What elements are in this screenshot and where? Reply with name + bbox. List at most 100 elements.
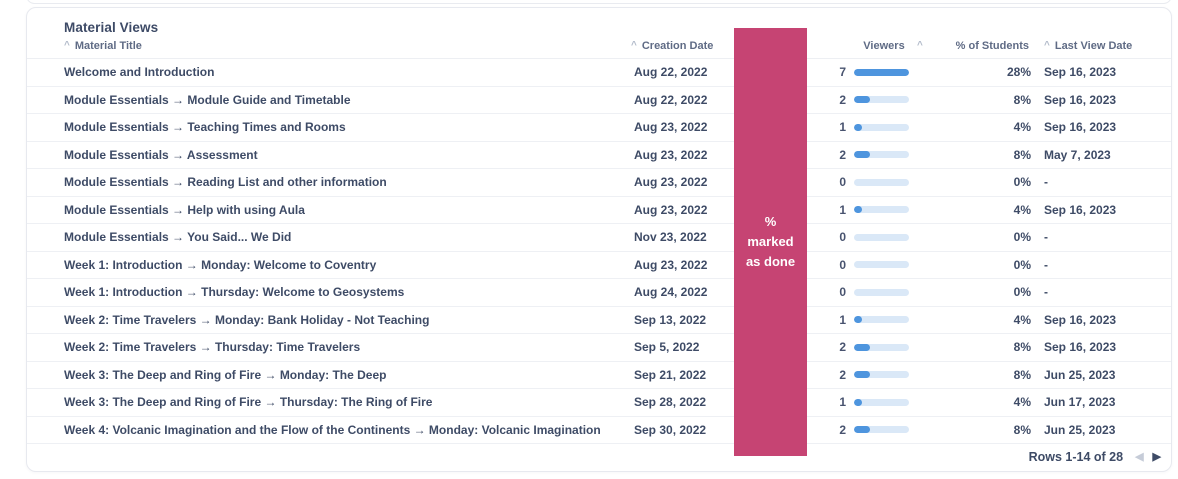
creation-date-cell: Sep 13, 2022 <box>634 312 707 327</box>
creation-date-cell: Aug 23, 2022 <box>634 147 708 162</box>
material-title-cell[interactable]: Week 4: Volcanic Imagination and the Flo… <box>64 422 601 437</box>
column-header-pct-students[interactable]: % of Students <box>955 40 1029 52</box>
creation-date-cell: Aug 23, 2022 <box>634 257 708 272</box>
viewers-bar <box>846 343 909 351</box>
viewers-bar-track <box>854 316 909 324</box>
creation-date-cell: Sep 5, 2022 <box>634 340 700 355</box>
viewers-bar <box>846 68 909 76</box>
table-row[interactable]: Week 3: The Deep and Ring of Fire → Mond… <box>27 361 1171 389</box>
creation-date-cell: Sep 21, 2022 <box>634 367 707 382</box>
viewers-bar-fill <box>854 371 870 379</box>
creation-date-cell: Aug 23, 2022 <box>634 120 708 135</box>
viewers-bar-track <box>854 343 909 351</box>
viewers-bar <box>846 426 909 434</box>
last-view-date-cell: - <box>1044 230 1048 245</box>
last-view-date-cell: Sep 16, 2023 <box>1044 65 1117 80</box>
overlay-label-line: as done <box>745 254 796 270</box>
table-footer: Rows 1-14 of 28 ◀ ▶ <box>27 442 1171 471</box>
viewers-bar-track <box>854 398 909 406</box>
viewers-bar-fill <box>854 316 862 324</box>
creation-date-cell: Sep 28, 2022 <box>634 395 707 410</box>
table-row[interactable]: Week 4: Volcanic Imagination and the Flo… <box>27 416 1171 444</box>
sort-caret-icon: ^ <box>1044 40 1050 51</box>
table-row[interactable]: Module Essentials → Assessment Aug 23, 2… <box>27 141 1171 169</box>
viewers-count: 2 <box>839 367 846 382</box>
table-row[interactable]: Welcome and Introduction Aug 22, 2022 7 … <box>27 59 1171 87</box>
table-row[interactable]: Week 1: Introduction → Monday: Welcome t… <box>27 251 1171 279</box>
material-title-cell[interactable]: Module Essentials → Assessment <box>64 147 258 162</box>
last-view-date-cell: Jun 25, 2023 <box>1044 367 1116 382</box>
table-row[interactable]: Module Essentials → Module Guide and Tim… <box>27 86 1171 114</box>
table-row[interactable]: Week 2: Time Travelers → Monday: Bank Ho… <box>27 306 1171 334</box>
table-row[interactable]: Week 2: Time Travelers → Thursday: Time … <box>27 334 1171 362</box>
material-title-cell[interactable]: Week 1: Introduction → Thursday: Welcome… <box>64 285 405 300</box>
viewers-bar-fill <box>854 123 862 131</box>
table-row[interactable]: Week 1: Introduction → Thursday: Welcome… <box>27 279 1171 307</box>
last-view-date-cell: Sep 16, 2023 <box>1044 92 1117 107</box>
viewers-bar-track <box>854 178 909 186</box>
column-header-last-view-date[interactable]: ^ Last View Date <box>1044 40 1132 52</box>
last-view-date-cell: Sep 16, 2023 <box>1044 340 1117 355</box>
viewers-bar <box>846 261 909 269</box>
viewers-count: 2 <box>839 422 846 437</box>
viewers-bar-track <box>854 288 909 296</box>
column-header-viewers[interactable]: Viewers <box>863 40 905 52</box>
table-row[interactable]: Module Essentials → Reading List and oth… <box>27 169 1171 197</box>
material-title-cell[interactable]: Week 3: The Deep and Ring of Fire → Thur… <box>64 395 433 410</box>
viewers-count: 1 <box>839 312 846 327</box>
overlay-label-line: marked <box>747 233 794 249</box>
viewers-bar-fill <box>854 343 870 351</box>
pct-students-cell: 8% <box>1013 422 1031 437</box>
next-page-icon[interactable]: ▶ <box>1152 451 1161 463</box>
material-title-cell[interactable]: Module Essentials → Module Guide and Tim… <box>64 92 351 107</box>
pct-students-cell: 8% <box>1013 92 1031 107</box>
material-title-cell[interactable]: Week 2: Time Travelers → Monday: Bank Ho… <box>64 312 430 327</box>
viewers-count: 0 <box>839 230 846 245</box>
column-header-creation-date[interactable]: ^ Creation Date <box>631 40 713 52</box>
pct-students-cell: 8% <box>1013 147 1031 162</box>
last-view-date-cell: - <box>1044 257 1048 272</box>
material-title-cell[interactable]: Week 3: The Deep and Ring of Fire → Mond… <box>64 367 387 382</box>
column-header-material-title[interactable]: ^ Material Title <box>64 40 142 52</box>
table-row[interactable]: Module Essentials → Teaching Times and R… <box>27 114 1171 142</box>
creation-date-cell: Aug 22, 2022 <box>634 92 708 107</box>
viewers-bar-track <box>854 261 909 269</box>
pct-students-cell: 0% <box>1013 257 1031 272</box>
viewers-count: 0 <box>839 257 846 272</box>
viewers-count: 1 <box>839 395 846 410</box>
table-row[interactable]: Module Essentials → You Said... We Did N… <box>27 224 1171 252</box>
creation-date-cell: Aug 24, 2022 <box>634 285 708 300</box>
table-row[interactable]: Week 3: The Deep and Ring of Fire → Thur… <box>27 389 1171 417</box>
column-header-creation-date-label: Creation Date <box>641 40 714 52</box>
pct-students-cell: 8% <box>1013 367 1031 382</box>
pct-students-cell: 8% <box>1013 340 1031 355</box>
pct-students-cell: 0% <box>1013 285 1031 300</box>
material-title-cell[interactable]: Module Essentials → You Said... We Did <box>64 230 292 245</box>
table-row[interactable]: Module Essentials → Help with using Aula… <box>27 196 1171 224</box>
rows-count-label: Rows 1-14 of 28 <box>1028 449 1124 464</box>
material-title-cell[interactable]: Week 2: Time Travelers → Thursday: Time … <box>64 340 361 355</box>
last-view-date-cell: - <box>1044 285 1048 300</box>
last-view-date-cell: Jun 25, 2023 <box>1044 422 1116 437</box>
material-title-cell[interactable]: Module Essentials → Reading List and oth… <box>64 175 387 190</box>
viewers-count: 2 <box>839 147 846 162</box>
material-views-card: Material Views ^ Material Title ^ Creation… <box>26 7 1172 472</box>
pct-students-cell: 0% <box>1013 175 1031 190</box>
material-title-cell[interactable]: Module Essentials → Help with using Aula <box>64 202 305 217</box>
sort-caret-icon: ^ <box>631 40 637 51</box>
viewers-bar <box>846 288 909 296</box>
material-title-cell[interactable]: Week 1: Introduction → Monday: Welcome t… <box>64 257 377 272</box>
material-title-cell[interactable]: Welcome and Introduction <box>64 65 215 80</box>
viewers-bar <box>846 398 909 406</box>
last-view-date-cell: Sep 16, 2023 <box>1044 312 1117 327</box>
column-header-material-title-label: Material Title <box>74 40 142 52</box>
viewers-bar <box>846 123 909 131</box>
previous-page-icon[interactable]: ◀ <box>1135 451 1144 463</box>
viewers-bar-track <box>854 96 909 104</box>
viewers-count: 1 <box>839 202 846 217</box>
creation-date-cell: Aug 23, 2022 <box>634 202 708 217</box>
sort-caret-icon[interactable]: ^ <box>917 40 923 51</box>
creation-date-cell: Aug 23, 2022 <box>634 175 708 190</box>
viewers-bar-fill <box>854 206 862 214</box>
material-title-cell[interactable]: Module Essentials → Teaching Times and R… <box>64 120 346 135</box>
